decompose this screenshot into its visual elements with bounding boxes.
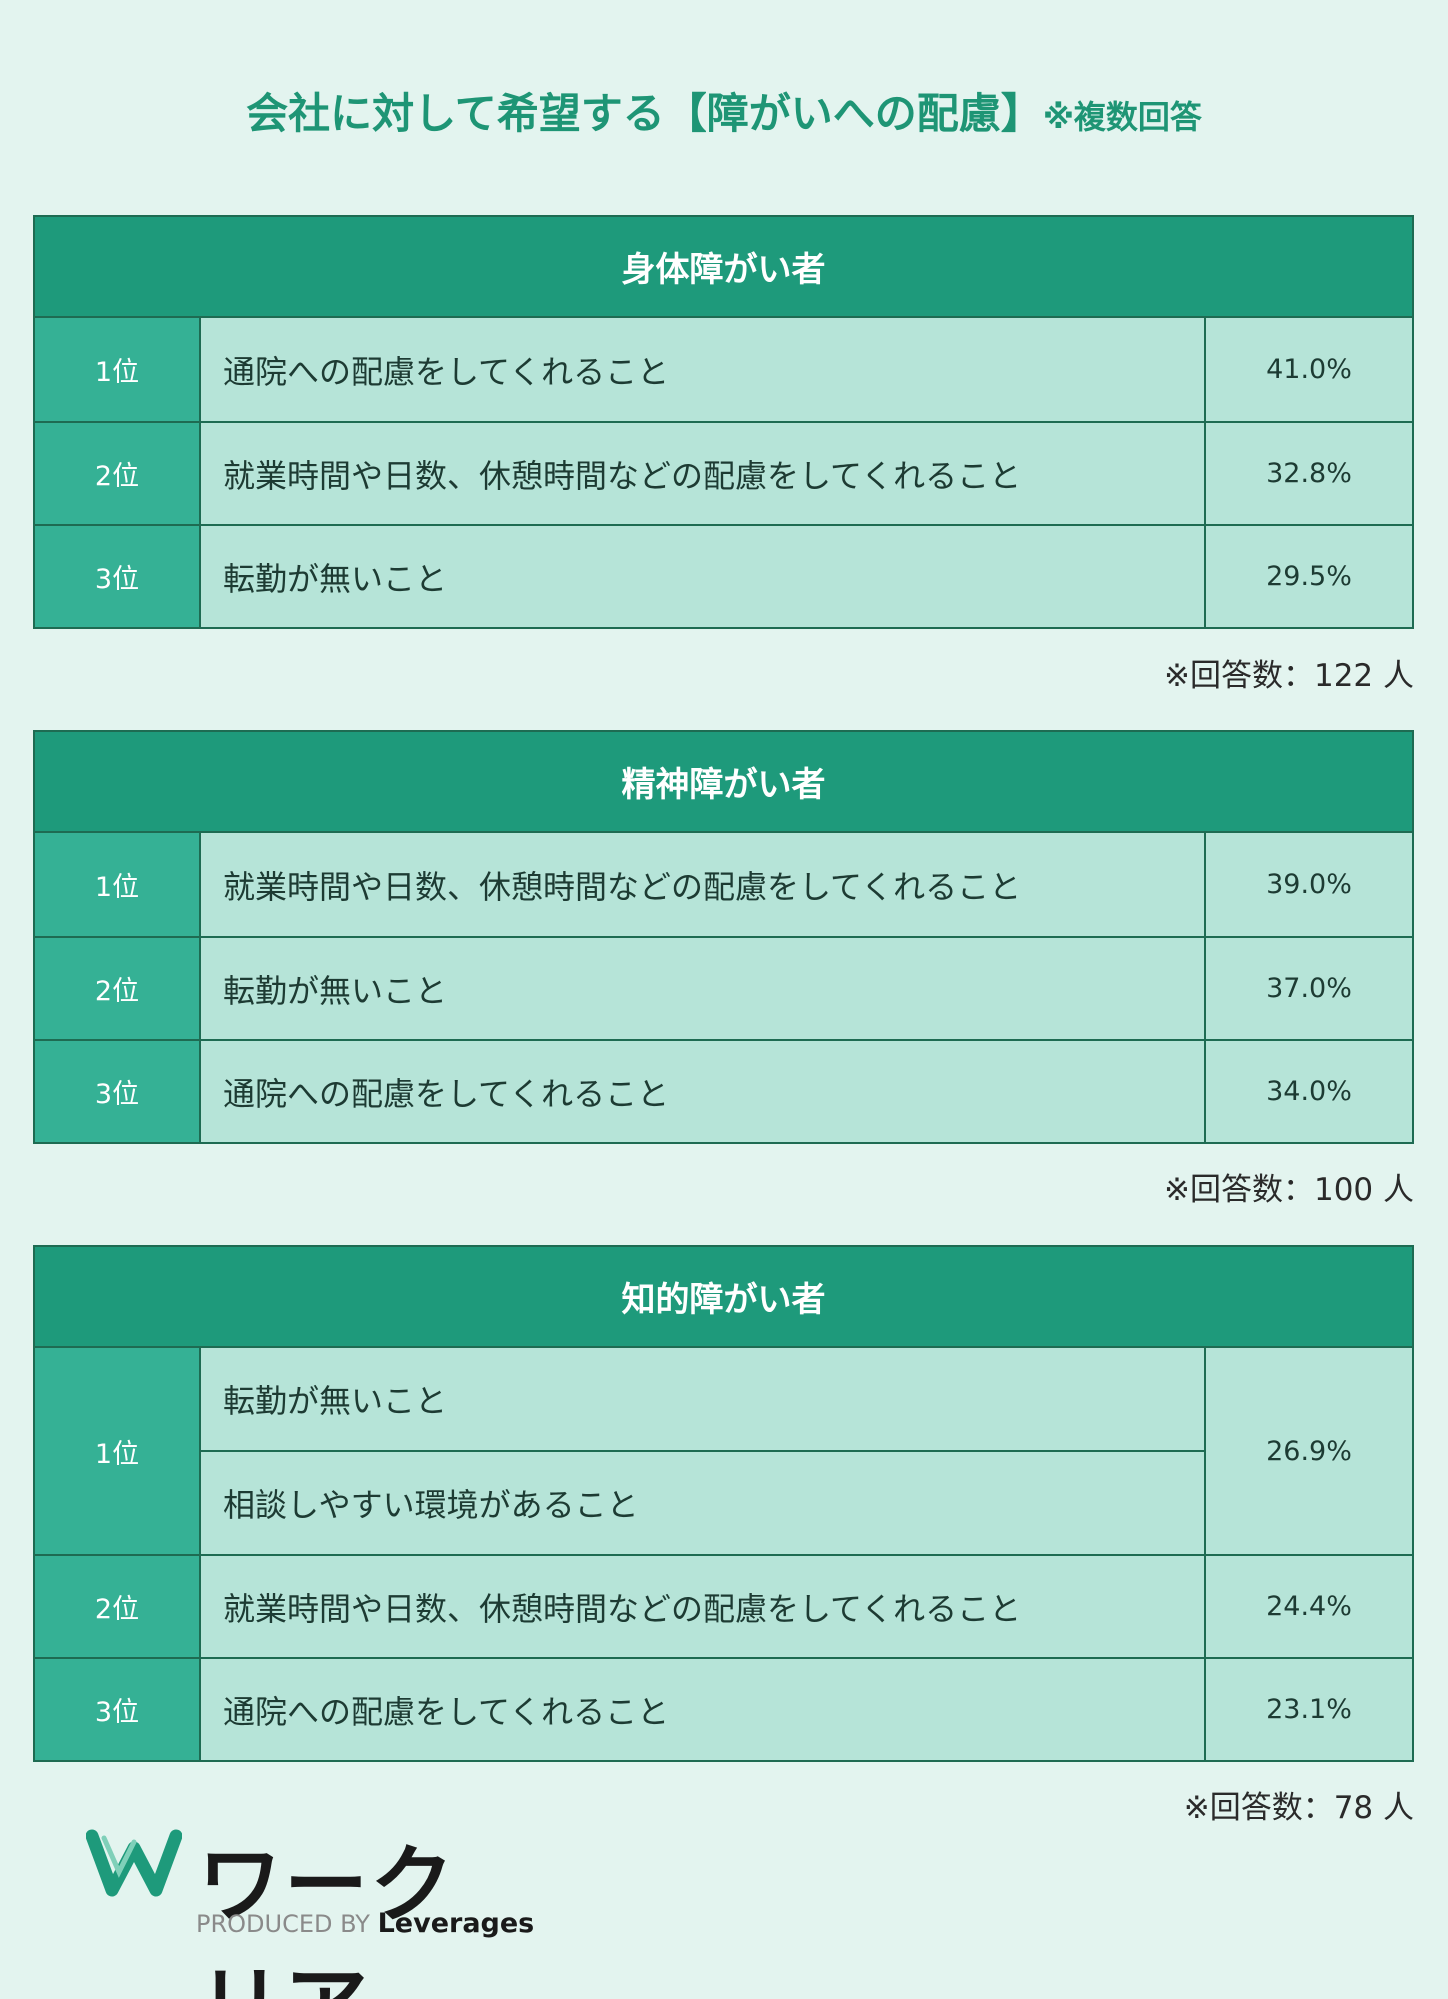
value-cell: 39.0% <box>1204 833 1412 936</box>
item-cell: 相談しやすい環境があること <box>201 1450 1204 1554</box>
rank-cell: 2位 <box>35 423 201 524</box>
table-row: 2位 就業時間や日数、休憩時間などの配慮をしてくれること 24.4% <box>35 1554 1412 1657</box>
value-cell: 37.0% <box>1204 938 1412 1039</box>
table-mental: 精神障がい者 1位 就業時間や日数、休憩時間などの配慮をしてくれること 39.0… <box>33 730 1414 1144</box>
table-header: 知的障がい者 <box>35 1247 1412 1348</box>
title-main: 会社に対して希望する【障がいへの配慮】 <box>246 89 1043 138</box>
item-cell: 転勤が無いこと <box>223 971 448 1010</box>
produced-by-label: PRODUCED BY <box>196 1910 370 1938</box>
table-row: 1位 通院への配慮をしてくれること 41.0% <box>35 318 1412 421</box>
rank-cell: 2位 <box>35 938 201 1039</box>
company-name: Leverages <box>377 1908 535 1939</box>
value-cell: 34.0% <box>1204 1041 1412 1142</box>
rank-cell: 3位 <box>35 1659 201 1760</box>
page-title: 会社に対して希望する【障がいへの配慮】※複数回答 <box>0 80 1448 141</box>
respondents-note: ※回答数：122 人 <box>1164 658 1414 694</box>
title-sub: ※複数回答 <box>1042 98 1202 136</box>
value-cell: 32.8% <box>1204 423 1412 524</box>
table-header: 身体障がい者 <box>35 217 1412 318</box>
table-row: 1位 転勤が無いこと 相談しやすい環境があること 26.9% <box>35 1348 1412 1554</box>
table-row: 3位 通院への配慮をしてくれること 34.0% <box>35 1039 1412 1142</box>
item-cell: 通院への配慮をしてくれること <box>223 1074 670 1113</box>
value-cell: 41.0% <box>1204 318 1412 421</box>
table-row: 3位 通院への配慮をしてくれること 23.1% <box>35 1657 1412 1760</box>
item-cell: 通院への配慮をしてくれること <box>223 352 670 391</box>
table-row: 3位 転勤が無いこと 29.5% <box>35 524 1412 627</box>
table-physical: 身体障がい者 1位 通院への配慮をしてくれること 41.0% 2位 就業時間や日… <box>33 215 1414 629</box>
logo-wordmark: ワークリア <box>198 1836 457 1999</box>
item-cell: 転勤が無いこと <box>223 559 448 598</box>
table-row: 1位 就業時間や日数、休憩時間などの配慮をしてくれること 39.0% <box>35 833 1412 936</box>
table-row: 2位 転勤が無いこと 37.0% <box>35 936 1412 1039</box>
item-cell: 就業時間や日数、休憩時間などの配慮をしてくれること <box>223 867 1022 906</box>
item-cell: 就業時間や日数、休憩時間などの配慮をしてくれること <box>223 456 1022 495</box>
rank-cell: 2位 <box>35 1556 201 1657</box>
rank-cell: 1位 <box>35 318 201 421</box>
rank-cell: 1位 <box>35 833 201 936</box>
value-cell: 24.4% <box>1204 1556 1412 1657</box>
produced-by: PRODUCED BY Leverages <box>196 1908 534 1939</box>
brand-logo: ワークリア PRODUCED BY Leverages <box>86 1828 534 1999</box>
table-header: 精神障がい者 <box>35 732 1412 833</box>
respondents-note: ※回答数：78 人 <box>1183 1790 1414 1826</box>
table-intellectual: 知的障がい者 1位 転勤が無いこと 相談しやすい環境があること 26.9% 2位… <box>33 1245 1414 1762</box>
respondents-note: ※回答数：100 人 <box>1164 1172 1414 1208</box>
item-cell: 就業時間や日数、休憩時間などの配慮をしてくれること <box>223 1589 1022 1628</box>
w-logo-icon <box>86 1829 182 1897</box>
item-cell: 通院への配慮をしてくれること <box>223 1692 670 1731</box>
value-cell: 26.9% <box>1204 1348 1412 1554</box>
rank-cell: 3位 <box>35 526 201 627</box>
rank-cell: 1位 <box>35 1348 201 1554</box>
rank-cell: 3位 <box>35 1041 201 1142</box>
value-cell: 29.5% <box>1204 526 1412 627</box>
item-cell: 転勤が無いこと <box>223 1382 448 1420</box>
table-row: 2位 就業時間や日数、休憩時間などの配慮をしてくれること 32.8% <box>35 421 1412 524</box>
value-cell: 23.1% <box>1204 1659 1412 1760</box>
